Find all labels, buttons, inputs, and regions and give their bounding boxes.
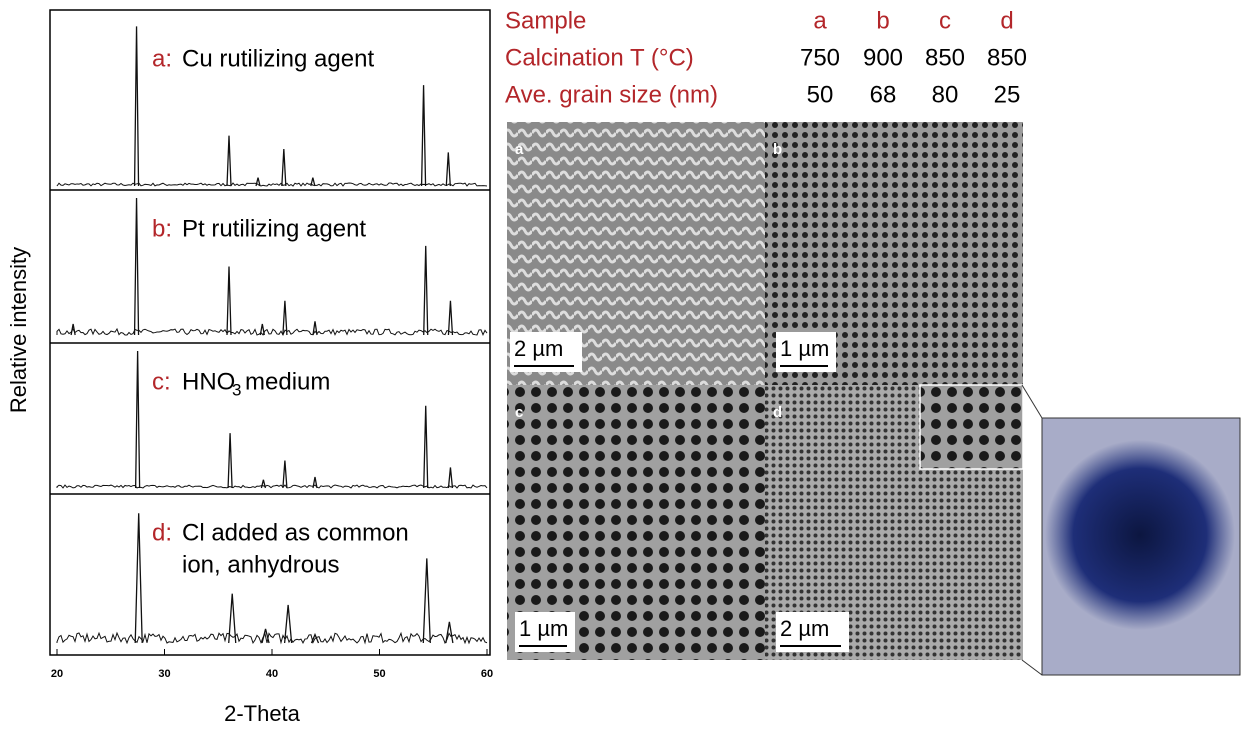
table-cell: 850: [987, 44, 1027, 71]
peak: [259, 323, 265, 336]
table-cell: 80: [932, 81, 959, 108]
table-cell: 750: [800, 44, 840, 71]
peak: [226, 266, 232, 336]
connector: [1021, 659, 1043, 676]
x-tick-label: 60: [481, 668, 493, 680]
peak: [282, 460, 288, 489]
image-letter: c: [515, 404, 523, 421]
peak: [226, 135, 232, 187]
x-label: 2-Theta: [224, 701, 301, 726]
baseline-noise: [56, 631, 488, 645]
scale-bar: 1 µm: [519, 616, 568, 641]
image-letter: a: [515, 141, 524, 158]
peak: [312, 321, 318, 336]
sem-images: [507, 122, 1024, 660]
panel-label: Pt rutilizing agent: [182, 215, 366, 242]
table-cell: b: [876, 7, 889, 34]
peak: [227, 433, 233, 489]
table-cell: 900: [863, 44, 903, 71]
row-header: Ave. grain size (nm): [505, 81, 718, 108]
y-label: Relative intensity: [6, 247, 31, 413]
scale-bar: 2 µm: [780, 616, 829, 641]
table-cell: d: [1000, 7, 1013, 34]
peak: [420, 85, 427, 187]
peak: [228, 593, 237, 644]
plot-frame: [49, 9, 491, 656]
image-letter: b: [773, 141, 782, 158]
panel-label: HNO: [182, 368, 235, 395]
table-cell: 25: [994, 81, 1021, 108]
peak: [281, 149, 287, 187]
panel-label: ion, anhydrous: [182, 551, 339, 578]
row-header: Calcination T (°C): [505, 44, 694, 71]
peak: [282, 300, 288, 336]
peak: [134, 350, 141, 489]
powder: [1045, 440, 1235, 630]
table-cell: c: [939, 7, 951, 34]
panel-letter: a:: [152, 45, 172, 72]
table-cell: 50: [807, 81, 834, 108]
peak: [134, 513, 143, 644]
peak: [261, 628, 270, 644]
panel-label: 3: [232, 380, 241, 399]
table-cell: 850: [925, 44, 965, 71]
peak: [422, 558, 431, 644]
baseline-noise: [56, 182, 488, 187]
connector: [1021, 384, 1043, 419]
peak: [423, 245, 429, 336]
peak: [312, 476, 318, 489]
row-header: Sample: [505, 7, 586, 34]
peak: [310, 632, 320, 644]
peak: [310, 177, 316, 187]
x-tick-label: 20: [51, 668, 63, 680]
x-tick-label: 40: [266, 668, 278, 680]
peak: [447, 300, 454, 336]
x-tick-label: 50: [373, 668, 385, 680]
peak: [255, 177, 261, 187]
scale-bar: 1 µm: [780, 336, 829, 361]
panel-label: Cl added as common: [182, 519, 409, 546]
table-cell: 68: [870, 81, 897, 108]
peak: [133, 197, 140, 336]
panel-letter: b:: [152, 215, 172, 242]
baseline-noise: [56, 327, 488, 337]
baseline-noise: [56, 484, 488, 489]
peak: [70, 323, 76, 336]
peak: [260, 479, 267, 489]
panel-label: Cu rutilizing agent: [182, 45, 374, 72]
table-cell: a: [813, 7, 827, 34]
panel-label: medium: [245, 368, 330, 395]
image-letter: d: [773, 404, 782, 421]
peak: [133, 26, 140, 187]
scale-bar: 2 µm: [514, 336, 563, 361]
peak: [445, 152, 451, 187]
peak: [447, 467, 454, 489]
peak: [445, 621, 454, 644]
peak: [423, 405, 429, 489]
panel-letter: d:: [152, 519, 172, 546]
panel-letter: c:: [152, 368, 171, 395]
peak: [283, 604, 293, 644]
x-tick-label: 30: [158, 668, 170, 680]
